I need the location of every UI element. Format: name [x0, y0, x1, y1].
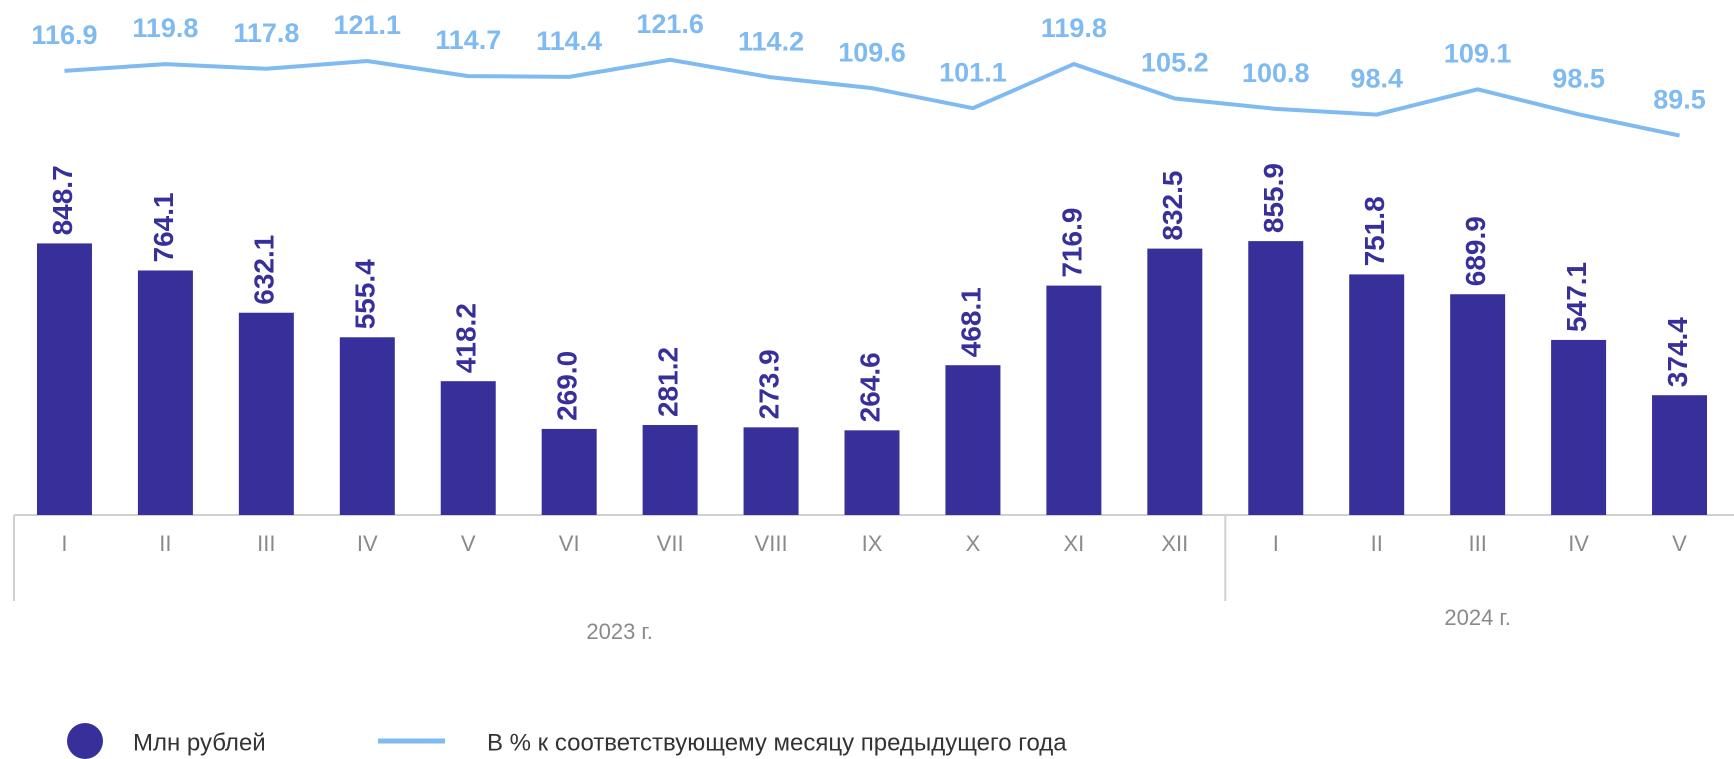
x-tick-label: XII	[1161, 531, 1188, 556]
bar-value-label: 374.4	[1662, 317, 1693, 387]
bar-value-label: 751.8	[1359, 196, 1390, 266]
bar-value-label: 281.2	[653, 347, 684, 417]
x-tick-label: IV	[357, 531, 378, 556]
line-value-label: 105.2	[1141, 48, 1209, 78]
line-value-label: 121.1	[334, 10, 402, 40]
x-tick-label: V	[1672, 531, 1687, 556]
x-tick-label: II	[159, 531, 171, 556]
line-value-label: 109.1	[1444, 38, 1512, 68]
bar	[1652, 395, 1708, 515]
line-value-label: 119.8	[1041, 13, 1107, 43]
bar	[1551, 339, 1607, 515]
bar	[1046, 285, 1102, 515]
bar-value-label: 832.5	[1157, 171, 1188, 241]
bar-value-label: 269.0	[552, 351, 583, 421]
bar-value-label: 855.9	[1258, 163, 1289, 233]
bar	[440, 381, 496, 515]
x-tick-label: XI	[1063, 531, 1084, 556]
legend-label: Млн рублей	[133, 729, 266, 756]
x-tick-label: V	[461, 531, 476, 556]
line-value-label: 101.1	[939, 57, 1007, 87]
bar	[642, 425, 698, 515]
group-label: 2023 г.	[586, 619, 653, 644]
x-tick-label: I	[1273, 531, 1279, 556]
bar-value-label: 547.1	[1561, 262, 1592, 332]
bar	[844, 430, 900, 515]
x-tick-label: VIII	[755, 531, 788, 556]
bar-value-label: 418.2	[451, 303, 482, 373]
x-tick-label: VI	[559, 531, 580, 556]
line-value-label: 121.6	[636, 9, 704, 39]
line	[64, 57, 1680, 138]
line-value-label: 117.8	[233, 18, 299, 48]
bar	[541, 428, 597, 515]
bar	[945, 365, 1001, 515]
line-value-label: 98.5	[1552, 63, 1605, 93]
line-value-label: 98.4	[1350, 64, 1403, 94]
line-value-label: 114.2	[738, 26, 804, 56]
x-tick-label: IX	[862, 531, 883, 556]
x-tick-label: I	[61, 531, 67, 556]
bar	[743, 427, 799, 515]
line-value-label: 109.6	[838, 37, 906, 67]
bar	[238, 312, 294, 515]
bar-value-label: 264.6	[854, 352, 885, 422]
x-tick-label: X	[966, 531, 981, 556]
bar-value-label: 764.1	[148, 192, 179, 262]
bar-value-label: 632.1	[249, 235, 280, 305]
bar-value-label: 273.9	[753, 349, 784, 419]
bar	[1450, 294, 1506, 515]
line-value-label: 100.8	[1242, 58, 1310, 88]
line-value-label: 114.7	[435, 25, 501, 55]
bar-value-label: 555.4	[350, 259, 381, 329]
bar-value-label: 716.9	[1056, 208, 1087, 278]
line-value-label: 119.8	[132, 13, 198, 43]
bar-value-label: 689.9	[1460, 216, 1491, 286]
line-value-label: 89.5	[1653, 85, 1706, 115]
legend-swatch	[67, 723, 103, 759]
x-tick-label: III	[257, 531, 275, 556]
group-label: 2024 г.	[1444, 605, 1511, 630]
x-tick-label: III	[1468, 531, 1486, 556]
bar-value-label: 848.7	[47, 165, 78, 235]
line-value-label: 114.4	[536, 26, 602, 56]
line-value-label: 116.9	[31, 20, 97, 50]
x-tick-label: II	[1371, 531, 1383, 556]
x-tick-label: VII	[657, 531, 684, 556]
x-tick-label: IV	[1568, 531, 1589, 556]
bar-value-label: 468.1	[955, 287, 986, 357]
bar	[36, 243, 92, 515]
bar	[137, 270, 193, 515]
bar	[1248, 241, 1304, 515]
bar	[1349, 274, 1405, 515]
bar	[1147, 248, 1203, 515]
legend-label: В % к соответствующему месяцу предыдущег…	[487, 729, 1067, 756]
bar	[339, 337, 395, 515]
